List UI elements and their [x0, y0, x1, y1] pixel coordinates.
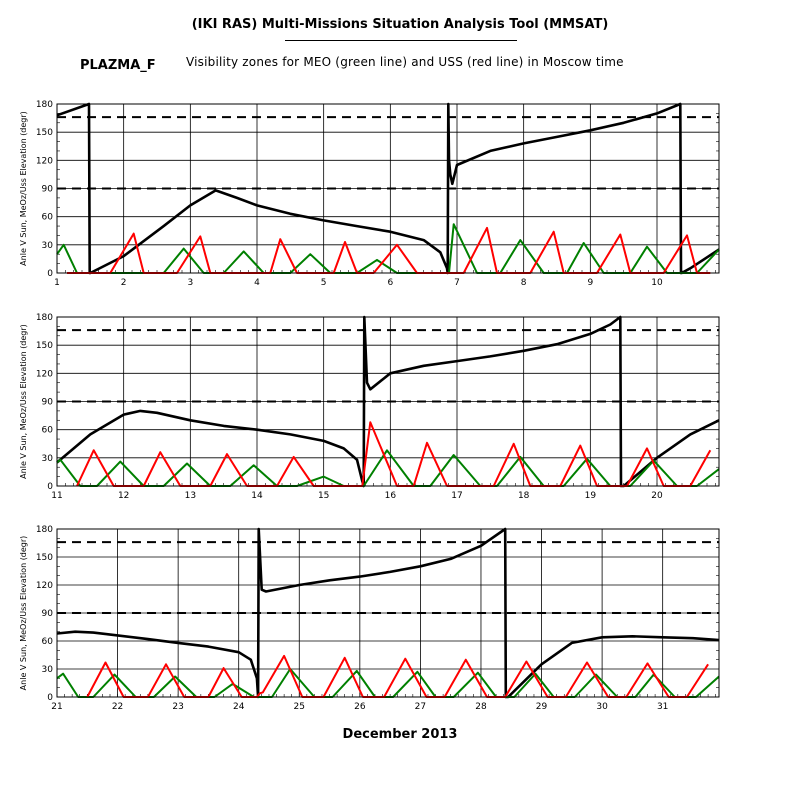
- x-tick-label: 7: [454, 278, 460, 288]
- x-tick-label: 4: [254, 278, 260, 288]
- x-tick-label: 18: [518, 491, 530, 501]
- x-tick-label: 2: [121, 278, 127, 288]
- x-tick-label: 1: [54, 278, 60, 288]
- x-tick-label: 23: [172, 702, 183, 712]
- x-tick-label: 31: [657, 702, 668, 712]
- sun-angle-line: [56, 102, 720, 275]
- x-tick-label: 9: [587, 278, 593, 288]
- x-tick-label: 26: [354, 702, 366, 712]
- y-tick-label: 180: [36, 525, 53, 535]
- x-tick-label: 3: [187, 278, 193, 288]
- x-tick-label: 19: [585, 491, 597, 501]
- x-tick-label: 27: [415, 702, 426, 712]
- x-tick-label: 12: [118, 491, 129, 501]
- y-tick-label: 180: [36, 313, 53, 323]
- x-tick-label: 20: [651, 491, 663, 501]
- x-tick-label: 11: [51, 491, 62, 501]
- y-tick-label: 90: [42, 185, 54, 195]
- y-tick-label: 150: [36, 128, 53, 138]
- uss-elevation-line: [76, 421, 712, 487]
- x-tick-label: 28: [475, 702, 487, 712]
- x-tick-label: 30: [596, 702, 608, 712]
- y-axis-label: Anle V Sun, MeOz/Uss Elevation (degr): [19, 111, 28, 266]
- plot-frame: [56, 103, 720, 274]
- chart-panel-3: 21 22 23 24 25 26 27 28 29 30 31 0 30 60 90 120 150 180 An…: [19, 525, 720, 712]
- x-tick-label: 8: [521, 278, 527, 288]
- y-tick-label: 30: [42, 665, 54, 675]
- y-tick-label: 120: [36, 369, 53, 379]
- x-tick-label: 6: [387, 278, 393, 288]
- x-tick-label: 14: [251, 491, 263, 501]
- y-tick-label: 150: [36, 341, 53, 351]
- x-tick-label: 10: [651, 278, 663, 288]
- x-tick-label: 25: [294, 702, 305, 712]
- y-tick-label: 180: [36, 100, 53, 110]
- y-tick-label: 30: [42, 454, 54, 464]
- plot-frame: [56, 316, 720, 487]
- y-tick-label: 90: [42, 398, 54, 408]
- x-tick-label: 13: [185, 491, 196, 501]
- x-tick-label: 5: [321, 278, 327, 288]
- chart-panel-2: 11 12 13 14 15 16 17 18 19 20 0 30 60 90 120 150 180 Anle…: [19, 313, 720, 501]
- x-tick-label: 22: [112, 702, 123, 712]
- plot-frame: [56, 528, 720, 698]
- y-tick-label: 150: [36, 553, 53, 563]
- sun-angle-line: [56, 527, 720, 699]
- x-tick-label: 15: [318, 491, 329, 501]
- y-tick-label: 120: [36, 156, 53, 166]
- uss-elevation-line: [67, 226, 711, 274]
- x-tick-label: 21: [51, 702, 62, 712]
- y-tick-label: 60: [42, 426, 54, 436]
- y-tick-label: 0: [47, 269, 53, 279]
- x-tick-label: 24: [233, 702, 245, 712]
- x-tick-label: 16: [385, 491, 397, 501]
- y-tick-label: 60: [42, 213, 54, 223]
- x-tick-label: 17: [451, 491, 462, 501]
- y-tick-label: 0: [47, 693, 53, 703]
- y-axis-label: Anle V Sun, MeOz/Uss Elevation (degr): [19, 324, 28, 479]
- y-tick-label: 120: [36, 581, 53, 591]
- y-axis-label: Anle V Sun, MeOz/Uss Elevation (degr): [19, 536, 28, 691]
- chart-title: (IKI RAS) Multi-Missions Situation Analy…: [191, 17, 609, 32]
- y-tick-label: 60: [42, 637, 54, 647]
- y-tick-label: 0: [47, 482, 53, 492]
- chart-subtitle: Visibility zones for MEO (green line) an…: [186, 55, 624, 69]
- title-underline: [285, 40, 517, 41]
- station-label: PLAZMA_F: [80, 58, 156, 73]
- x-axis-label: December 2013: [342, 727, 458, 742]
- chart-panel-1: 1 2 3 4 5 6 7 8 9 10 0 30 60 90 120 150 180 Anle V Sun, M…: [19, 100, 720, 288]
- y-tick-label: 90: [42, 609, 54, 619]
- x-tick-label: 29: [536, 702, 548, 712]
- y-tick-label: 30: [42, 241, 54, 251]
